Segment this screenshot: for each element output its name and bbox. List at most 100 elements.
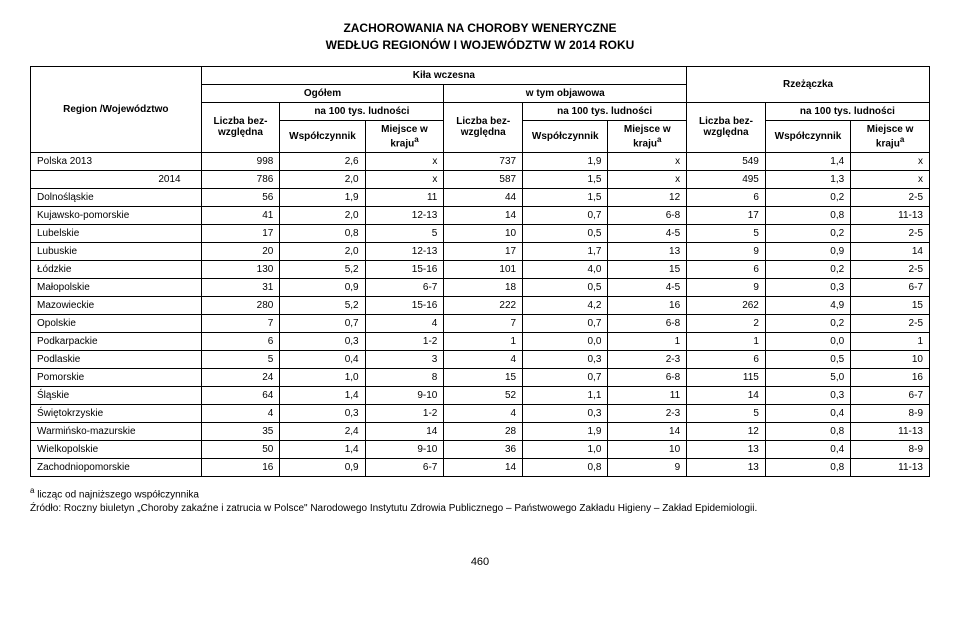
table-row: Warmińsko-mazurskie352,414281,914120,811… — [31, 422, 930, 440]
row-label: Dolnośląskie — [31, 188, 202, 206]
cell: 0,9 — [280, 278, 365, 296]
table-row: Śląskie641,49-10521,111140,36-7 — [31, 386, 930, 404]
table-row: Kujawsko-pomorskie412,012-13140,76-8170,… — [31, 206, 930, 224]
cell: 31 — [201, 278, 280, 296]
table-row: Dolnośląskie561,911441,51260,22-5 — [31, 188, 930, 206]
cell: 2-5 — [851, 260, 930, 278]
row-label: Łódzkie — [31, 260, 202, 278]
row-label: Warmińsko-mazurskie — [31, 422, 202, 440]
cell: 44 — [444, 188, 523, 206]
cell: 5,2 — [280, 260, 365, 278]
row-label: Kujawsko-pomorskie — [31, 206, 202, 224]
cell: 2-5 — [851, 314, 930, 332]
cell: 12 — [608, 188, 687, 206]
cell: 2-3 — [608, 404, 687, 422]
cell: 3 — [365, 350, 444, 368]
cell: 52 — [444, 386, 523, 404]
cell: 6-7 — [365, 458, 444, 476]
cell: 1 — [687, 332, 766, 350]
table-row: Lubelskie170,85100,54-550,22-5 — [31, 224, 930, 242]
cell: 4,0 — [523, 260, 608, 278]
col-liczba-1: Liczba bez-względna — [201, 102, 280, 152]
cell: 222 — [444, 296, 523, 314]
col-miejsce-2: Miejsce w krajua — [608, 120, 687, 152]
cell: 11-13 — [851, 422, 930, 440]
cell: 549 — [687, 152, 766, 170]
cell: 15 — [608, 260, 687, 278]
cell: 14 — [687, 386, 766, 404]
data-table: Region /Województwo Kiła wczesna Rzeżącz… — [30, 66, 930, 477]
cell: 6-7 — [365, 278, 444, 296]
cell: x — [608, 152, 687, 170]
cell: 13 — [608, 242, 687, 260]
table-row: Pomorskie241,08150,76-81155,016 — [31, 368, 930, 386]
cell: 4 — [444, 404, 523, 422]
cell: 2,0 — [280, 170, 365, 188]
cell: 280 — [201, 296, 280, 314]
col-na100-2: na 100 tys. ludności — [523, 102, 687, 120]
cell: 1,4 — [765, 152, 850, 170]
row-label: Śląskie — [31, 386, 202, 404]
cell: 1,4 — [280, 386, 365, 404]
cell: 11 — [365, 188, 444, 206]
cell: 2-5 — [851, 224, 930, 242]
cell: 5,2 — [280, 296, 365, 314]
cell: 0,5 — [765, 350, 850, 368]
row-label: Lubuskie — [31, 242, 202, 260]
cell: 1 — [608, 332, 687, 350]
cell: 6 — [687, 260, 766, 278]
cell: 2,0 — [280, 242, 365, 260]
cell: 17 — [444, 242, 523, 260]
cell: 6-8 — [608, 368, 687, 386]
row-label: Wielkopolskie — [31, 440, 202, 458]
cell: 4 — [444, 350, 523, 368]
table-row: 20147862,0x5871,5x4951,3x — [31, 170, 930, 188]
cell: 10 — [851, 350, 930, 368]
cell: 0,7 — [523, 206, 608, 224]
row-label: 2014 — [31, 170, 202, 188]
cell: 262 — [687, 296, 766, 314]
cell: x — [365, 152, 444, 170]
cell: 9-10 — [365, 440, 444, 458]
cell: 2 — [687, 314, 766, 332]
cell: 9 — [687, 278, 766, 296]
cell: 13 — [687, 440, 766, 458]
footnote: a licząc od najniższego współczynnika Źr… — [30, 485, 930, 516]
cell: 12-13 — [365, 206, 444, 224]
cell: 8 — [365, 368, 444, 386]
row-label: Małopolskie — [31, 278, 202, 296]
cell: 11-13 — [851, 458, 930, 476]
cell: 5,0 — [765, 368, 850, 386]
table-row: Łódzkie1305,215-161014,01560,22-5 — [31, 260, 930, 278]
cell: 18 — [444, 278, 523, 296]
cell: 9-10 — [365, 386, 444, 404]
table-row: Podlaskie50,4340,32-360,510 — [31, 350, 930, 368]
cell: 6 — [201, 332, 280, 350]
cell: 5 — [365, 224, 444, 242]
cell: 14 — [851, 242, 930, 260]
cell: 1,9 — [523, 422, 608, 440]
cell: 1,5 — [523, 188, 608, 206]
cell: 998 — [201, 152, 280, 170]
cell: 0,9 — [280, 458, 365, 476]
cell: 6-7 — [851, 278, 930, 296]
cell: 0,0 — [523, 332, 608, 350]
col-miejsce-1: Miejsce w krajua — [365, 120, 444, 152]
cell: 0,2 — [765, 314, 850, 332]
cell: 16 — [851, 368, 930, 386]
cell: 7 — [201, 314, 280, 332]
cell: 786 — [201, 170, 280, 188]
table-row: Podkarpackie60,31-210,0110,01 — [31, 332, 930, 350]
cell: 1,3 — [765, 170, 850, 188]
cell: 4 — [365, 314, 444, 332]
cell: 5 — [687, 404, 766, 422]
cell: 0,7 — [280, 314, 365, 332]
cell: 2,0 — [280, 206, 365, 224]
row-label: Podlaskie — [31, 350, 202, 368]
cell: 2,4 — [280, 422, 365, 440]
cell: 15 — [444, 368, 523, 386]
cell: 1-2 — [365, 332, 444, 350]
cell: 4,9 — [765, 296, 850, 314]
cell: 15-16 — [365, 296, 444, 314]
cell: 56 — [201, 188, 280, 206]
